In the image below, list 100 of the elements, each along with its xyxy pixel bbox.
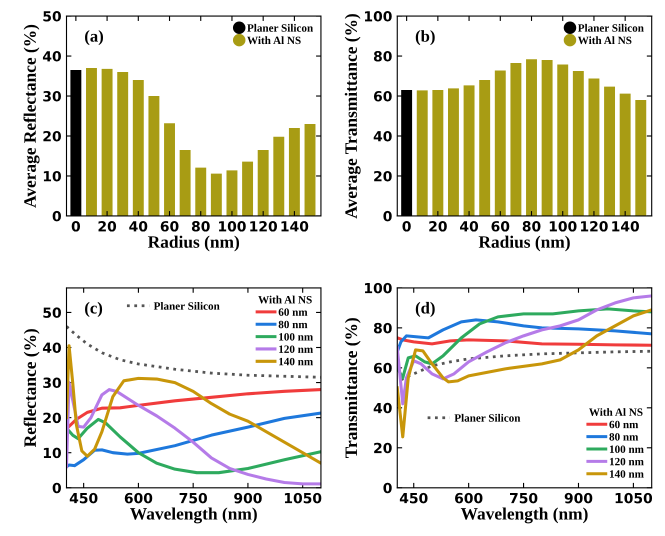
y-tick-label: 40 xyxy=(374,130,392,142)
annotation: (b) xyxy=(416,30,435,46)
line-series xyxy=(66,344,321,465)
x-tick-label: 450 xyxy=(70,492,98,504)
x-tick-label: 900 xyxy=(234,492,262,504)
bar xyxy=(416,90,428,216)
bar xyxy=(494,70,506,216)
x-tick-label: 100 xyxy=(219,221,246,232)
x-tick-label: 600 xyxy=(124,492,152,504)
y-tick-label: 10 xyxy=(44,170,61,182)
x-tick-label: 100 xyxy=(550,221,577,232)
bar xyxy=(557,64,568,216)
annotation: (a) xyxy=(85,30,104,46)
x-axis-title: Radius (nm) xyxy=(478,236,570,252)
annotation: (c) xyxy=(85,302,102,317)
x-tick-label: 1050 xyxy=(284,492,322,504)
bar xyxy=(86,68,97,216)
legend-label: 120 nm xyxy=(610,458,644,466)
legend-label: Planer Silicon xyxy=(454,414,520,422)
legend-title: With Al NS xyxy=(589,408,643,416)
x-tick-label: 120 xyxy=(250,221,278,232)
x-axis-title: Radius (nm) xyxy=(148,236,240,252)
legend-label: 80 nm xyxy=(278,320,308,328)
y-axis-title: Average Transmittance (%) xyxy=(344,14,361,219)
bar xyxy=(448,88,459,216)
y-tick-label: 50 xyxy=(43,11,61,22)
x-tick-label: 750 xyxy=(510,492,538,504)
x-axis-title: Wavelength (nm) xyxy=(130,507,257,524)
bar xyxy=(258,150,269,216)
x-tick-label: 20 xyxy=(429,221,447,232)
legend-label: Planer Silicon xyxy=(247,24,313,32)
y-tick-label: 60 xyxy=(374,362,392,374)
legend-label: 60 nm xyxy=(609,420,638,428)
x-axis-title: Wavelength (nm) xyxy=(460,507,588,524)
y-axis-title: Reflectance (%) xyxy=(24,329,40,448)
bar xyxy=(180,150,191,216)
y-tick-label: 100 xyxy=(364,11,392,22)
bar xyxy=(635,100,646,216)
annotation: (d) xyxy=(416,302,435,317)
bar xyxy=(148,96,160,216)
bar xyxy=(432,90,444,216)
bar xyxy=(479,80,490,216)
legend-label: 100 nm xyxy=(279,333,313,341)
y-tick-label: 0 xyxy=(383,482,392,494)
legend-label: Planer Silicon xyxy=(578,24,644,32)
bar xyxy=(572,71,584,216)
legend-label: With Al NS xyxy=(578,36,632,44)
legend-label: 80 nm xyxy=(609,433,638,441)
y-tick-label: 0 xyxy=(383,210,392,222)
bar xyxy=(195,168,206,216)
bar xyxy=(132,80,144,216)
y-tick-label: 60 xyxy=(374,90,392,102)
y-tick-label: 20 xyxy=(43,130,61,142)
bar xyxy=(117,72,128,216)
bar xyxy=(620,94,631,216)
legend-label: 140 nm xyxy=(610,470,644,478)
bar xyxy=(526,59,537,216)
bar xyxy=(226,170,238,216)
bar xyxy=(604,86,616,216)
line-series xyxy=(66,412,321,468)
bar xyxy=(210,174,222,216)
x-tick-label: 60 xyxy=(491,221,510,232)
bar xyxy=(510,63,522,216)
line-series xyxy=(397,294,652,406)
legend-label: 60 nm xyxy=(278,308,308,316)
bar xyxy=(164,123,175,216)
x-tick-label: 60 xyxy=(160,221,179,232)
bar xyxy=(102,68,113,216)
y-tick-label: 30 xyxy=(43,90,61,102)
bar xyxy=(464,85,475,216)
bar xyxy=(273,136,284,216)
legend-label: 120 nm xyxy=(279,345,313,353)
x-tick-label: 0 xyxy=(72,221,80,232)
y-tick-label: 20 xyxy=(374,442,392,454)
legend-label: 100 nm xyxy=(610,445,644,453)
x-tick-label: 120 xyxy=(581,221,608,232)
line-series xyxy=(66,418,321,474)
bar xyxy=(242,162,254,216)
y-axis-title: Transmittance (%) xyxy=(344,318,361,458)
x-tick-label: 80 xyxy=(192,221,210,232)
y-tick-label: 30 xyxy=(43,378,61,388)
legend-label: 140 nm xyxy=(279,358,313,366)
x-tick-label: 20 xyxy=(98,221,116,232)
bar xyxy=(588,78,600,216)
y-tick-label: 20 xyxy=(43,412,61,424)
x-tick-label: 140 xyxy=(612,221,639,232)
x-tick-label: 40 xyxy=(129,221,148,232)
y-tick-label: 0 xyxy=(52,210,61,222)
x-tick-label: 80 xyxy=(522,221,541,232)
y-tick-label: 40 xyxy=(42,342,61,353)
x-tick-label: 1050 xyxy=(616,492,652,504)
legend-label: With Al NS xyxy=(247,36,301,44)
y-tick-label: 40 xyxy=(374,402,392,414)
legend-title: With Al NS xyxy=(258,296,312,304)
x-tick-label: 40 xyxy=(460,221,478,232)
y-tick-label: 100 xyxy=(364,282,392,294)
bar xyxy=(304,124,316,216)
y-tick-label: 40 xyxy=(42,51,61,62)
x-tick-label: 900 xyxy=(564,492,592,504)
y-tick-label: 0 xyxy=(52,482,61,494)
